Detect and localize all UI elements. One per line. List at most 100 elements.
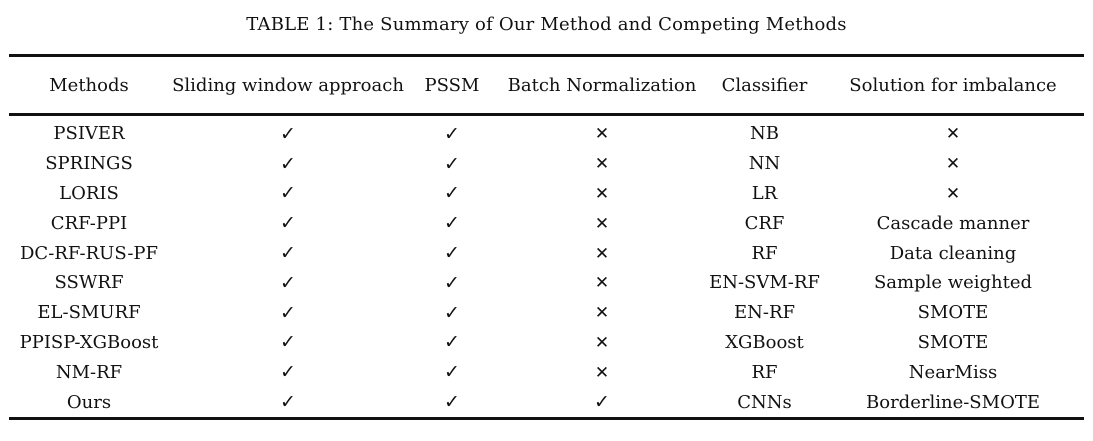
pssm-cell: ✓: [407, 115, 497, 149]
method-cell: SSWRF: [54, 272, 124, 294]
table-header: Methods Sliding window approach PSSM Bat…: [9, 55, 1084, 116]
check-icon: ✓: [280, 301, 296, 324]
pssm-cell: ✓: [407, 268, 497, 298]
cross-icon: ✕: [594, 273, 610, 294]
pssm-cell: ✓: [407, 357, 497, 387]
check-icon: ✓: [280, 152, 296, 175]
pssm-cell: ✓: [407, 149, 497, 179]
pssm-cell: ✓: [407, 328, 497, 358]
check-icon: ✓: [444, 152, 460, 175]
method-cell: PSIVER: [53, 123, 125, 145]
cross-icon: ✕: [594, 362, 610, 383]
check-icon: ✓: [280, 182, 296, 205]
batch-norm-cell: ✕: [497, 115, 707, 149]
classifier-cell: CRF: [744, 212, 785, 234]
batch-norm-cell: ✕: [497, 268, 707, 298]
check-icon: ✓: [280, 212, 296, 235]
cross-icon: ✕: [594, 124, 610, 145]
table-row: LORIS ✓ ✓ ✕ LR ✕: [9, 179, 1084, 209]
table-caption: TABLE 1: The Summary of Our Method and C…: [246, 14, 847, 35]
pssm-cell: ✓: [407, 387, 497, 418]
pssm-cell: ✓: [407, 208, 497, 238]
batch-norm-cell: ✕: [497, 328, 707, 358]
col-header-solution-imbalance: Solution for imbalance: [822, 55, 1084, 116]
table-row: SSWRF ✓ ✓ ✕ EN-SVM-RF Sample weighted: [9, 268, 1084, 298]
cross-icon: ✕: [945, 183, 961, 204]
imbalance-cell: SMOTE: [917, 331, 989, 353]
table-row: NM-RF ✓ ✓ ✕ RF NearMiss: [9, 357, 1084, 387]
col-header-batch-normalization: Batch Normalization: [497, 55, 707, 116]
classifier-cell: RF: [751, 361, 778, 383]
method-cell: LORIS: [59, 182, 119, 204]
check-icon: ✓: [444, 182, 460, 205]
sliding-window-cell: ✓: [169, 179, 407, 209]
sliding-window-cell: ✓: [169, 298, 407, 328]
check-icon: ✓: [280, 122, 296, 145]
check-icon: ✓: [444, 391, 460, 414]
check-icon: ✓: [444, 301, 460, 324]
methods-summary-table: Methods Sliding window approach PSSM Bat…: [9, 54, 1084, 420]
method-cell: PPISP-XGBoost: [19, 331, 159, 353]
batch-norm-cell: ✕: [497, 357, 707, 387]
pssm-cell: ✓: [407, 298, 497, 328]
cross-icon: ✕: [945, 124, 961, 145]
sliding-window-cell: ✓: [169, 115, 407, 149]
method-cell: EL-SMURF: [37, 302, 141, 324]
pssm-cell: ✓: [407, 179, 497, 209]
cross-icon: ✕: [594, 183, 610, 204]
imbalance-cell: Borderline-SMOTE: [866, 391, 1040, 413]
batch-norm-cell: ✕: [497, 238, 707, 268]
classifier-cell: EN-SVM-RF: [709, 272, 820, 294]
imbalance-cell: ✕: [822, 115, 1084, 149]
imbalance-cell: ✕: [822, 179, 1084, 209]
check-icon: ✓: [280, 391, 296, 414]
method-cell: CRF-PPI: [50, 212, 128, 234]
check-icon: ✓: [280, 361, 296, 384]
check-icon: ✓: [280, 331, 296, 354]
method-cell: Ours: [66, 391, 112, 413]
classifier-cell: XGBoost: [725, 331, 804, 353]
check-icon: ✓: [594, 391, 610, 414]
check-icon: ✓: [444, 331, 460, 354]
table-row: CRF-PPI ✓ ✓ ✕ CRF Cascade manner: [9, 208, 1084, 238]
cross-icon: ✕: [594, 332, 610, 353]
pssm-cell: ✓: [407, 238, 497, 268]
table-row: EL-SMURF ✓ ✓ ✕ EN-RF SMOTE: [9, 298, 1084, 328]
batch-norm-cell: ✕: [497, 179, 707, 209]
col-header-pssm: PSSM: [407, 55, 497, 116]
check-icon: ✓: [280, 242, 296, 265]
classifier-cell: RF: [751, 242, 778, 264]
imbalance-cell: Sample weighted: [873, 272, 1033, 294]
batch-norm-cell: ✕: [497, 298, 707, 328]
check-icon: ✓: [444, 122, 460, 145]
cross-icon: ✕: [945, 154, 961, 175]
check-icon: ✓: [444, 212, 460, 235]
table-row: DC-RF-RUS-PF ✓ ✓ ✕ RF Data cleaning: [9, 238, 1084, 268]
sliding-window-cell: ✓: [169, 208, 407, 238]
header-row: Methods Sliding window approach PSSM Bat…: [9, 55, 1084, 116]
batch-norm-cell: ✓: [497, 387, 707, 418]
check-icon: ✓: [444, 271, 460, 294]
imbalance-cell: SMOTE: [917, 302, 989, 324]
check-icon: ✓: [444, 361, 460, 384]
classifier-cell: NB: [750, 123, 779, 145]
table-row: SPRINGS ✓ ✓ ✕ NN ✕: [9, 149, 1084, 179]
table-row: Ours ✓ ✓ ✓ CNNs Borderline-SMOTE: [9, 387, 1084, 418]
batch-norm-cell: ✕: [497, 208, 707, 238]
table-body: PSIVER ✓ ✓ ✕ NB ✕ SPRINGS ✓ ✓ ✕ NN ✕ LORIS ✓ ✓ ✕ LR ✕ CRF-…: [9, 115, 1084, 419]
cross-icon: ✕: [594, 243, 610, 264]
classifier-cell: CNNs: [737, 391, 792, 413]
check-icon: ✓: [444, 242, 460, 265]
batch-norm-cell: ✕: [497, 149, 707, 179]
imbalance-cell: Cascade manner: [876, 212, 1030, 234]
sliding-window-cell: ✓: [169, 238, 407, 268]
imbalance-cell: ✕: [822, 149, 1084, 179]
table-row: PPISP-XGBoost ✓ ✓ ✕ XGBoost SMOTE: [9, 328, 1084, 358]
classifier-cell: EN-RF: [733, 302, 795, 324]
imbalance-cell: NearMiss: [908, 361, 998, 383]
sliding-window-cell: ✓: [169, 268, 407, 298]
imbalance-cell: Data cleaning: [889, 242, 1017, 264]
col-header-classifier: Classifier: [707, 55, 822, 116]
col-header-methods: Methods: [9, 55, 169, 116]
